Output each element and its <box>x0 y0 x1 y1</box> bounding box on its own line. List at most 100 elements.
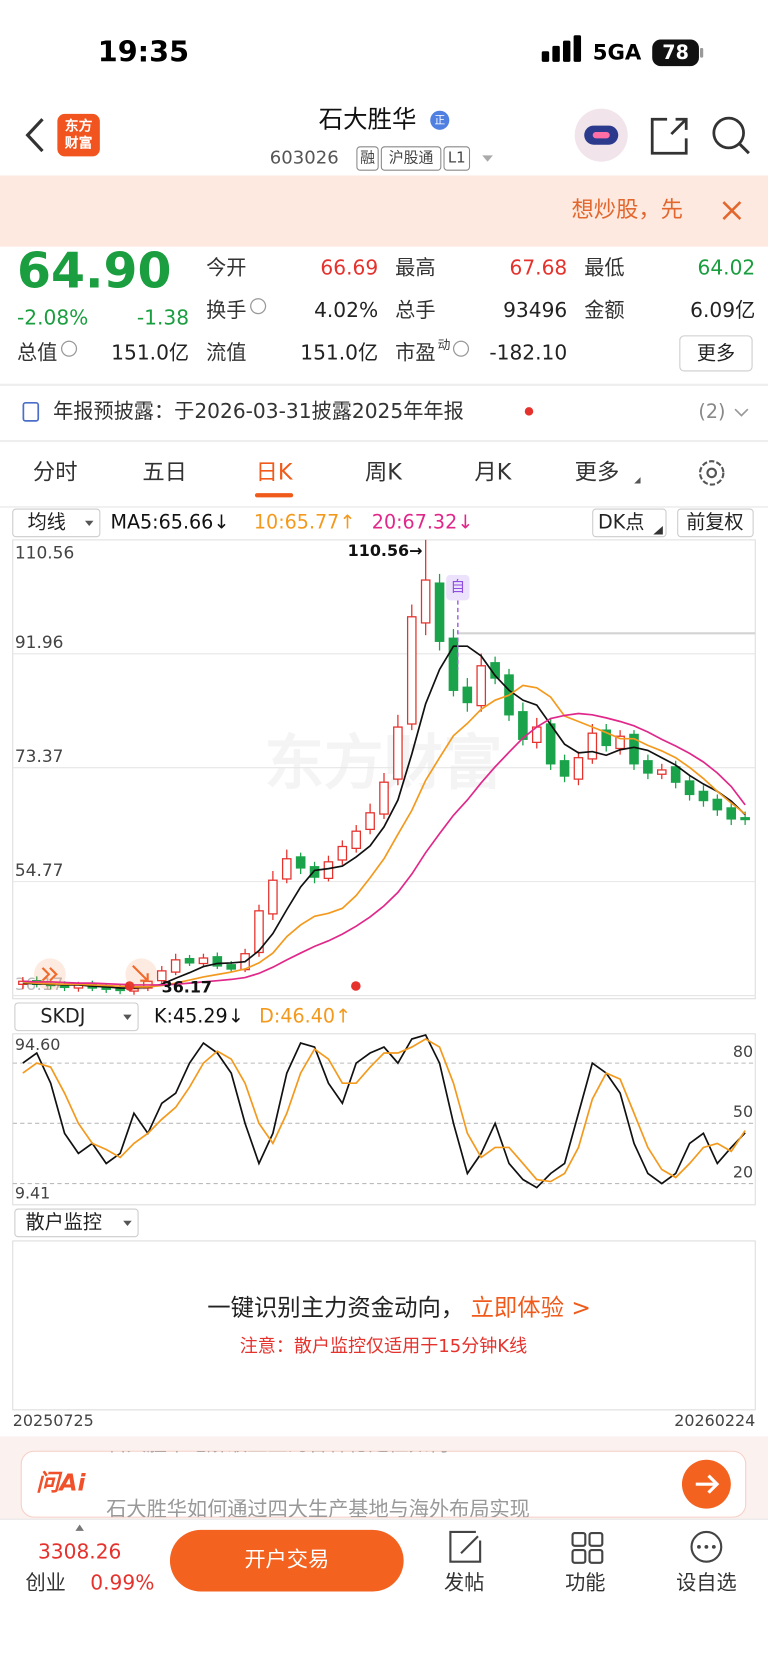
banner-close[interactable] <box>722 201 742 220</box>
network: 5GA <box>593 40 642 65</box>
y-tick-label: 20 <box>733 1162 753 1181</box>
field-value: 151.0亿 <box>111 340 189 364</box>
candle-body <box>615 735 625 750</box>
field-value: 93496 <box>503 298 567 322</box>
nav-item[interactable]: 设自选 <box>676 1571 737 1595</box>
ma-select[interactable] <box>12 508 101 538</box>
candle-body <box>281 858 292 880</box>
legend-entry: K:45.29↓ <box>154 1004 244 1027</box>
legend-entry: MA5:65.66↓ <box>110 510 229 533</box>
candle-body <box>226 964 237 970</box>
candle-body <box>462 686 473 704</box>
signal-bar <box>573 35 582 62</box>
tag-text: L1 <box>448 149 466 167</box>
dropdown <box>482 155 493 162</box>
chart-frame <box>12 1033 756 1206</box>
more-button[interactable] <box>679 335 753 372</box>
candle-body <box>712 798 723 811</box>
settings-icon[interactable] <box>698 460 725 486</box>
candle-body <box>254 910 264 954</box>
monitor-note: 注意：散户监控仅适用于15分钟K线 <box>240 1336 527 1357</box>
field-value: 6.09亿 <box>690 298 755 322</box>
logo-text: 财富 <box>65 135 93 152</box>
trade-text: 开户交易 <box>244 1548 329 1573</box>
candle-body <box>740 817 750 821</box>
monitor-action[interactable]: 立即体验 > <box>471 1293 591 1321</box>
watchlist-dot <box>711 1544 716 1549</box>
select-text: 散户监控 <box>25 1210 101 1233</box>
candle-body <box>365 812 375 830</box>
field-value: 67.68 <box>509 255 567 279</box>
more-text: 更多 <box>697 341 735 364</box>
monitor-select[interactable] <box>14 1208 139 1238</box>
select-text: SKDJ <box>40 1004 85 1027</box>
badge <box>430 110 450 130</box>
candle-body <box>559 760 570 777</box>
event-dot <box>351 981 361 991</box>
y-tick-label: 73.37 <box>15 747 64 767</box>
candle-body <box>337 845 348 861</box>
field-label: 总手 <box>395 298 435 322</box>
info-icon <box>60 340 78 357</box>
notice-dot <box>524 407 534 416</box>
info-icon <box>452 340 470 357</box>
event-dot <box>124 981 135 991</box>
monitor-headline: 一键识别主力资金动向， <box>207 1293 464 1321</box>
function-icon <box>588 1531 604 1547</box>
nav-item[interactable]: 功能 <box>565 1571 605 1595</box>
watchlist-icon <box>690 1530 723 1563</box>
tag <box>380 146 442 171</box>
adjust-button[interactable] <box>677 508 754 538</box>
price: 64.90 <box>17 242 172 299</box>
tab[interactable]: 更多 <box>575 459 620 485</box>
indicator-select[interactable] <box>14 1002 139 1032</box>
candle-body <box>393 726 403 780</box>
tag <box>443 146 471 171</box>
candle-body <box>156 970 167 982</box>
candle-body <box>170 959 181 973</box>
ma-line <box>22 684 746 988</box>
tab[interactable]: 分时 <box>33 459 78 485</box>
candle-body <box>420 579 431 624</box>
ai-suggestion: 石大胜华电解液主业的各种稳定性如何？ <box>106 1431 469 1455</box>
signal-bar <box>562 40 571 62</box>
change: -1.38 <box>137 305 189 329</box>
function-icon <box>588 1548 604 1564</box>
button-text: 前复权 <box>686 510 743 533</box>
ma-line <box>22 712 746 986</box>
candle-body <box>573 757 584 780</box>
y-tick-label: 94.60 <box>15 1035 61 1054</box>
candle-body <box>587 732 598 760</box>
select-arrow <box>84 520 94 527</box>
tab[interactable]: 周K <box>365 459 403 485</box>
tab[interactable]: 日K <box>256 459 294 485</box>
legend-entry: D:46.40↑ <box>259 1004 351 1027</box>
notice-text: 年报预披露：于2026-03-31披露2025年年报 <box>53 399 464 423</box>
y-tick-label: 110.56 <box>15 544 74 564</box>
battery-level: 78 <box>662 41 689 64</box>
post-icon <box>449 1530 482 1563</box>
search-icon[interactable] <box>712 116 745 150</box>
share-icon[interactable] <box>650 117 688 155</box>
watchlist-dot <box>704 1544 709 1549</box>
tab[interactable]: 五日 <box>142 459 187 485</box>
candle-body <box>379 781 389 815</box>
field-label: 总值 <box>17 340 57 364</box>
back-button[interactable] <box>25 118 44 153</box>
tab[interactable]: 月K <box>474 459 512 485</box>
dk-button[interactable] <box>592 508 667 538</box>
field-label: 金额 <box>584 298 624 322</box>
field-label: 市盈 <box>395 340 435 364</box>
battery-tip <box>700 48 704 58</box>
monitor-frame <box>12 1240 756 1411</box>
ai-input[interactable] <box>20 1450 747 1518</box>
trade-button[interactable] <box>169 1529 404 1592</box>
candle-body <box>212 956 223 967</box>
candle-body <box>295 856 306 869</box>
candle-body <box>434 582 445 642</box>
nav-item[interactable]: 发帖 <box>444 1571 484 1595</box>
candle-body <box>184 957 195 964</box>
y-tick-label: 54.77 <box>15 861 64 881</box>
signal-bar <box>541 51 550 62</box>
candle-body <box>309 866 320 878</box>
